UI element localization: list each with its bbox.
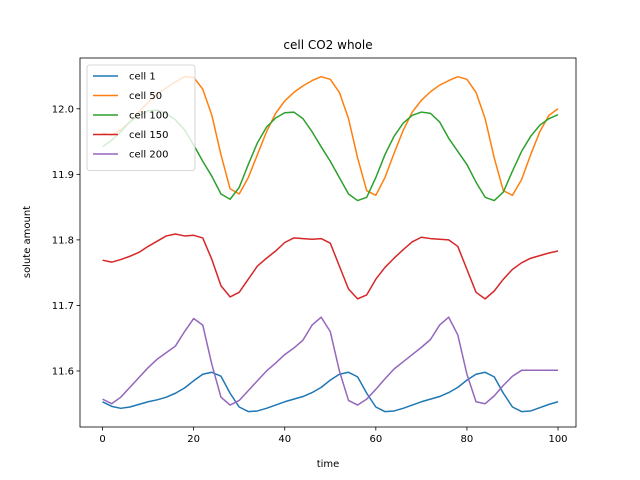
y-tick-label: 11.9	[52, 170, 74, 181]
y-tick-label: 11.8	[52, 235, 74, 246]
series-line-0	[102, 371, 559, 413]
plot-frame	[79, 57, 577, 428]
y-tick-label: 11.6	[52, 366, 74, 377]
x-tick-label: 100	[548, 434, 567, 445]
y-axis: 11.6 11.7 11.8 11.9 12.0	[52, 104, 80, 377]
legend-label-3: cell 150	[129, 130, 168, 141]
legend: cell 1 cell 50 cell 100 cell 150 cell 200	[86, 64, 196, 171]
x-axis: 0 20 40 60 80 100	[99, 427, 568, 445]
legend-label-0: cell 1	[129, 72, 156, 83]
series-line-3	[102, 233, 559, 300]
chart-title: cell CO2 whole	[283, 38, 372, 52]
legend-box	[86, 64, 196, 171]
series-line-4	[102, 316, 559, 406]
legend-label-1: cell 50	[129, 91, 162, 102]
x-tick-label: 40	[278, 434, 291, 445]
legend-label-4: cell 200	[129, 150, 168, 161]
x-axis-label: time	[317, 459, 340, 470]
y-tick-label: 11.7	[52, 301, 74, 312]
y-axis-label: solute amount	[22, 206, 33, 278]
x-tick-label: 0	[99, 434, 105, 445]
x-tick-label: 80	[461, 434, 474, 445]
x-tick-label: 60	[369, 434, 382, 445]
y-tick-label: 12.0	[52, 104, 74, 115]
x-tick-label: 20	[187, 434, 200, 445]
legend-label-2: cell 100	[129, 111, 168, 122]
